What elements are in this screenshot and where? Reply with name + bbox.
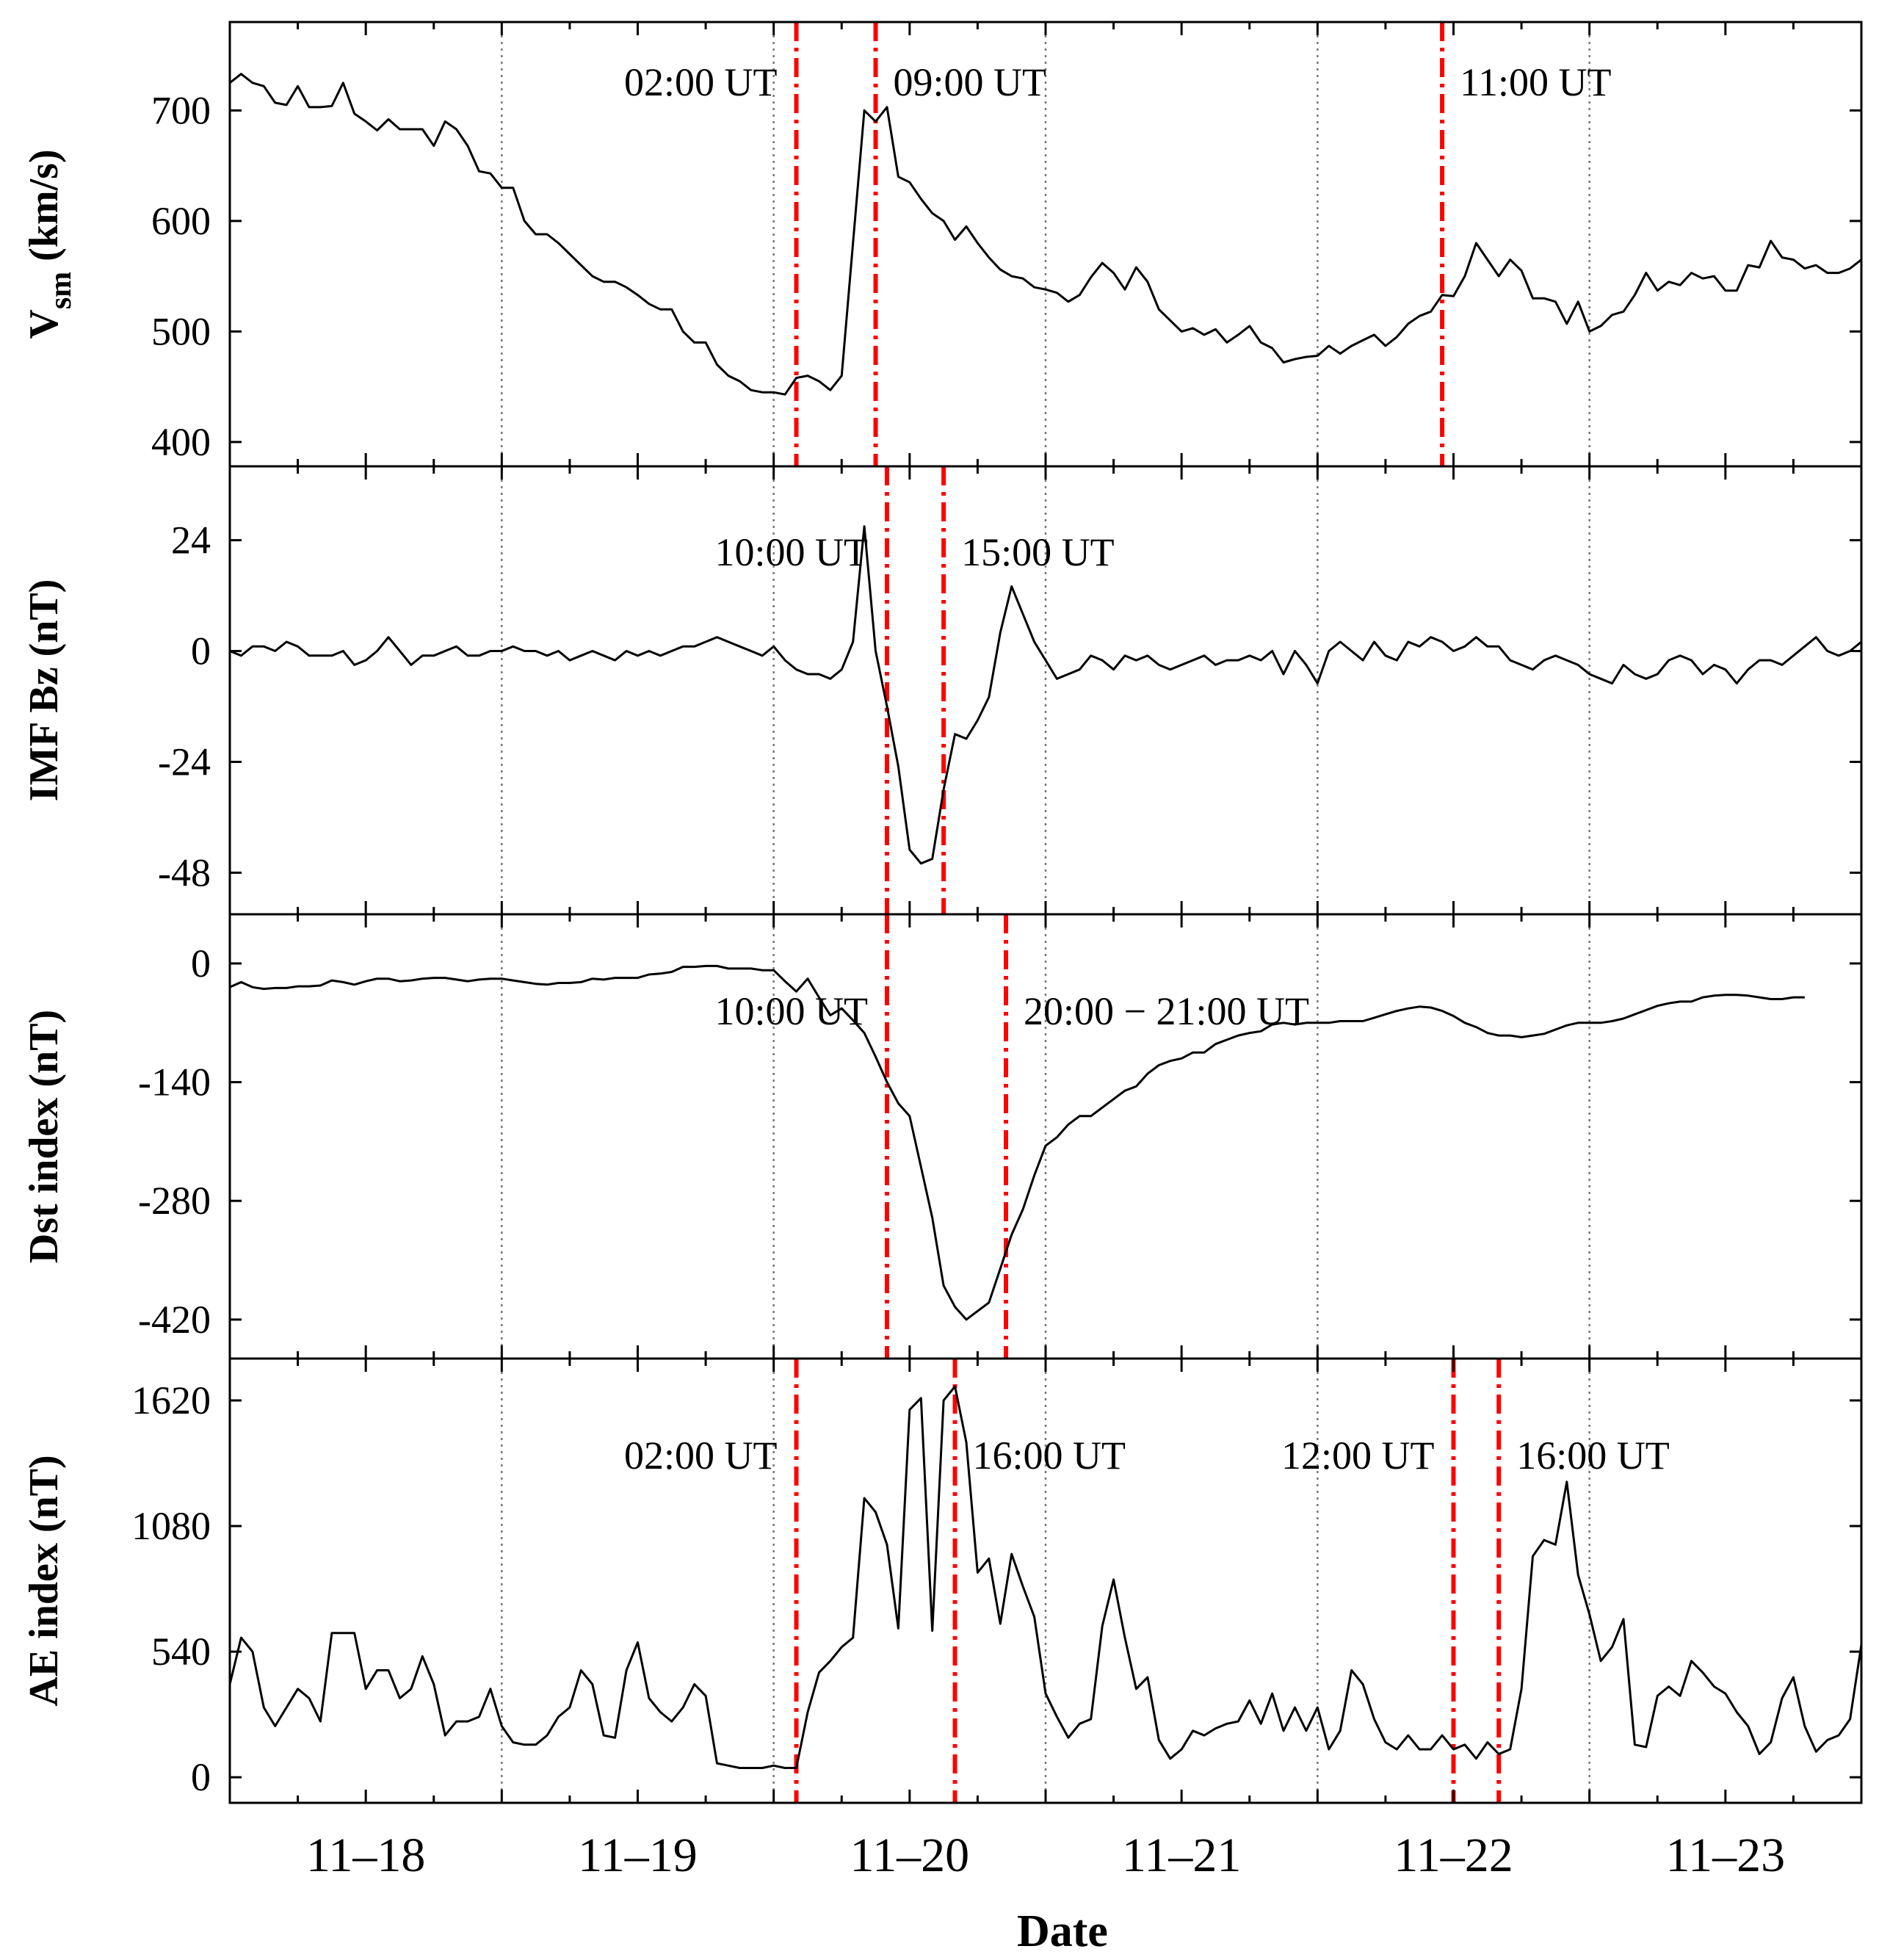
y-tick-label: -48	[158, 850, 211, 894]
y-tick-label: 400	[151, 420, 211, 464]
annotation-label: 12:00 UT	[1281, 1433, 1435, 1478]
annotation-label: 10:00 UT	[714, 530, 868, 574]
y-tick-label: -420	[138, 1298, 211, 1342]
series-line-vsm	[229, 73, 1862, 396]
annotation-label: 09:00 UT	[894, 60, 1047, 104]
y-axis-label-dst: Dst index (nT)	[21, 1010, 67, 1263]
panel-bz: -48 -24 0 24 IMF Bz (nT) 10:00 UT 15:00 UT	[21, 465, 1863, 916]
annotation-label: 16:00 UT	[1516, 1433, 1670, 1478]
y-axis-label-bz: IMF Bz (nT)	[21, 579, 67, 802]
series-line-bz	[229, 525, 1862, 865]
y-tick-label: 0	[191, 1755, 211, 1799]
series-line-dst	[229, 964, 1805, 1321]
x-axis: 11–18 11–19 11–20 11–21 11–22 11–23	[306, 1829, 1785, 1882]
y-tick-label: 540	[151, 1630, 211, 1674]
x-tick-label: 11–23	[1666, 1829, 1786, 1882]
y-axis-label-vsm: Vsm (km/s)	[21, 149, 78, 339]
y-tick-label: -140	[138, 1060, 211, 1104]
x-tick-label: 11–20	[850, 1829, 970, 1882]
y-tick-label: -24	[158, 739, 211, 784]
y-tick-label: 0	[191, 629, 211, 673]
y-tick-label: 1620	[131, 1378, 211, 1422]
annotation-label: 16:00 UT	[973, 1433, 1126, 1478]
annotation-label: 15:00 UT	[961, 530, 1115, 574]
y-axis-label-rest: (km/s)	[21, 149, 67, 271]
y-tick-label: 700	[151, 88, 211, 132]
x-tick-label: 11–21	[1122, 1829, 1242, 1882]
y-tick-label: 600	[151, 199, 211, 243]
annotation-label: 10:00 UT	[714, 989, 868, 1033]
x-axis-label: Date	[1017, 1906, 1108, 1956]
y-tick-label: -280	[138, 1179, 211, 1223]
panel-vsm: 400 500 600 700 Vsm (km/s) 02:00 UT 09:00 UT 11…	[21, 21, 1863, 468]
y-axis-label-ae: AE index (nT)	[21, 1455, 67, 1706]
x-tick-label: 11–19	[578, 1829, 698, 1882]
y-tick-label: 0	[191, 941, 211, 986]
x-tick-label: 11–18	[306, 1829, 426, 1882]
annotation-label: 11:00 UT	[1460, 60, 1611, 104]
annotation-label: 02:00 UT	[624, 1433, 778, 1478]
y-tick-label: 1080	[131, 1504, 211, 1548]
y-tick-label: 500	[151, 309, 211, 353]
panel-ae: 0 540 1080 1620 AE index (nT) 02:00 UT 16:00 U…	[21, 1357, 1863, 1804]
annotation-label: 20:00 − 21:00 UT	[1024, 989, 1309, 1033]
annotation-label: 02:00 UT	[624, 60, 778, 104]
x-tick-label: 11–22	[1394, 1829, 1513, 1882]
y-axis-label-sub: sm	[44, 272, 78, 309]
series-line-ae	[228, 1385, 1863, 1769]
panels: 400 500 600 700 Vsm (km/s) 02:00 UT 09:00 UT 11…	[21, 21, 1863, 1882]
y-tick-label: 24	[171, 518, 211, 563]
y-axis-label-main: V	[21, 309, 67, 339]
panel-dst: -420 -280 -140 0 Dst index (nT) 10:00 UT 20:00…	[21, 913, 1863, 1360]
